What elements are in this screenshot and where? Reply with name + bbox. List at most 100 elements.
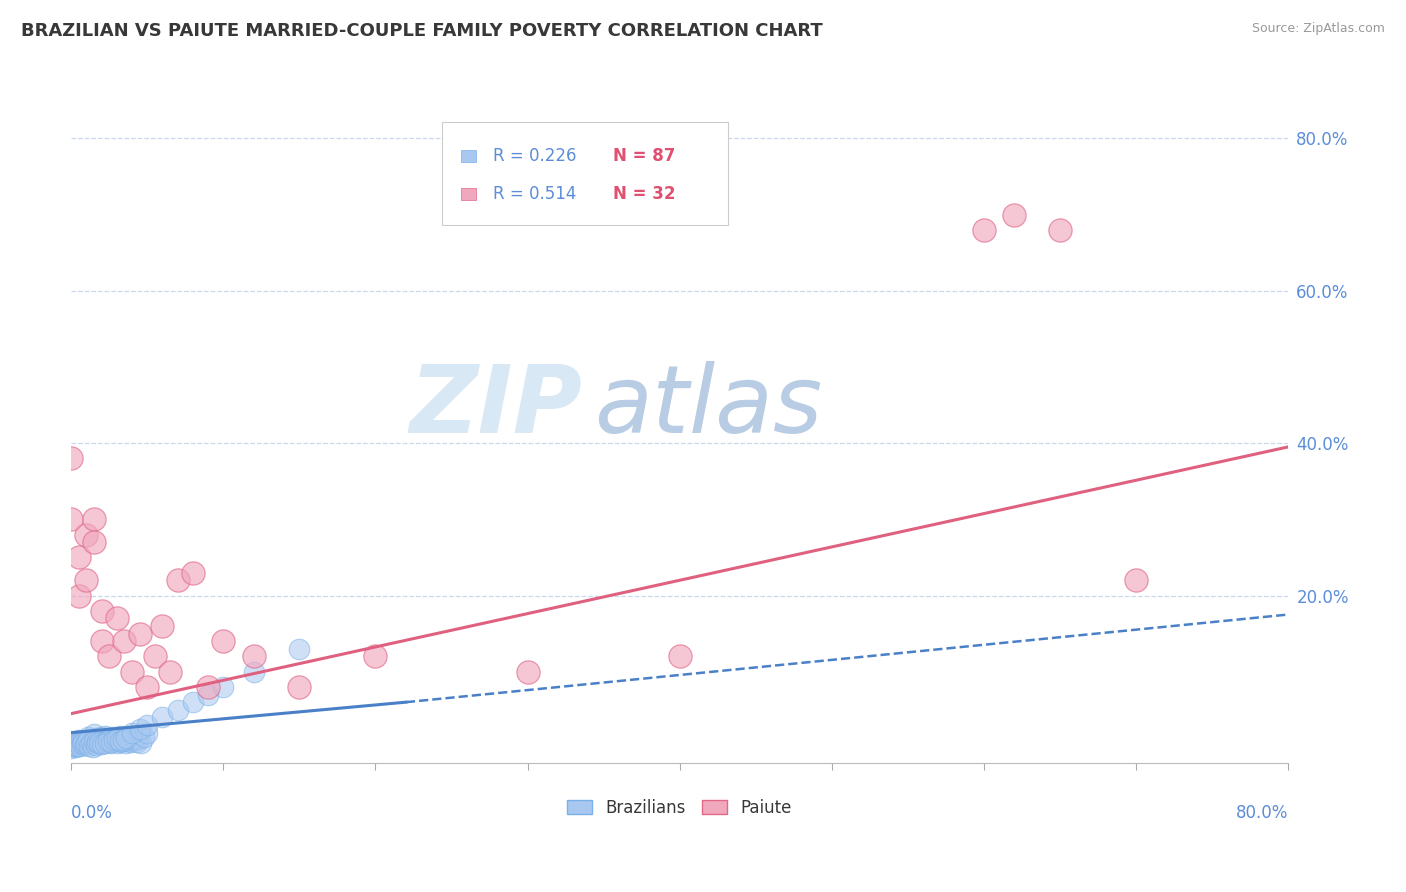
Point <box>73 736 96 750</box>
Point <box>125 735 148 749</box>
Point <box>93 735 115 749</box>
Point <box>72 734 94 748</box>
Point <box>181 695 204 709</box>
Point <box>197 688 219 702</box>
Point <box>60 512 83 526</box>
Point <box>122 733 145 747</box>
Point <box>67 550 90 565</box>
Point <box>152 619 174 633</box>
Point <box>121 665 143 679</box>
Text: Source: ZipAtlas.com: Source: ZipAtlas.com <box>1251 22 1385 36</box>
Point <box>67 735 90 749</box>
FancyBboxPatch shape <box>443 122 728 225</box>
Point <box>212 634 235 648</box>
Point <box>83 727 105 741</box>
Point <box>128 722 150 736</box>
Text: 0.0%: 0.0% <box>72 805 112 822</box>
Point <box>75 527 97 541</box>
Point <box>60 451 83 466</box>
Point <box>242 665 264 679</box>
Point <box>197 680 219 694</box>
Point <box>65 740 87 755</box>
Point <box>83 512 105 526</box>
Point <box>89 732 111 747</box>
Point <box>105 731 128 746</box>
Point <box>90 604 112 618</box>
Point <box>87 736 110 750</box>
Point <box>110 735 132 749</box>
Point <box>70 735 93 749</box>
Point <box>100 735 122 749</box>
Point <box>121 730 143 744</box>
Point <box>152 710 174 724</box>
FancyBboxPatch shape <box>461 150 475 162</box>
Point <box>66 735 89 749</box>
Point <box>120 735 142 749</box>
Point <box>105 731 128 745</box>
Point <box>86 735 108 749</box>
Point <box>75 733 97 747</box>
Point <box>1002 208 1025 222</box>
Point <box>364 649 387 664</box>
Point <box>67 733 90 747</box>
Point <box>90 737 112 751</box>
Point <box>97 731 120 746</box>
Point <box>69 737 91 751</box>
Point <box>136 725 159 739</box>
Point <box>181 566 204 580</box>
Point <box>107 736 129 750</box>
Text: N = 87: N = 87 <box>613 147 675 165</box>
Point <box>118 732 141 747</box>
Text: R = 0.226: R = 0.226 <box>494 147 576 165</box>
Point <box>101 730 124 744</box>
Point <box>143 649 166 664</box>
Point <box>91 736 114 750</box>
Point <box>87 734 110 748</box>
Point <box>62 739 84 754</box>
Point <box>111 732 134 747</box>
Point <box>136 718 159 732</box>
Point <box>159 665 181 679</box>
Point <box>80 731 103 746</box>
Point <box>63 738 86 752</box>
Point <box>100 735 122 749</box>
Point <box>115 731 138 745</box>
Text: R = 0.514: R = 0.514 <box>494 185 576 203</box>
Point <box>128 727 150 741</box>
Point <box>114 731 136 746</box>
Point <box>136 680 159 694</box>
Point <box>134 730 156 744</box>
Text: ZIP: ZIP <box>409 360 582 452</box>
Point <box>84 735 107 749</box>
Text: BRAZILIAN VS PAIUTE MARRIED-COUPLE FAMILY POVERTY CORRELATION CHART: BRAZILIAN VS PAIUTE MARRIED-COUPLE FAMIL… <box>21 22 823 40</box>
Point <box>127 731 149 746</box>
Point <box>121 725 143 739</box>
Point <box>973 223 995 237</box>
Point <box>65 738 87 752</box>
Point <box>70 737 93 751</box>
Point <box>115 735 138 749</box>
Point <box>97 734 120 748</box>
Point <box>75 736 97 750</box>
Text: N = 32: N = 32 <box>613 185 675 203</box>
Point <box>242 649 264 664</box>
FancyBboxPatch shape <box>461 188 475 200</box>
Point <box>82 737 104 751</box>
Point <box>73 738 96 752</box>
Point <box>79 735 101 749</box>
Point <box>117 734 139 748</box>
Point <box>77 730 100 744</box>
Point <box>288 680 311 694</box>
Point <box>93 729 115 743</box>
Point <box>60 740 83 755</box>
Point <box>63 736 86 750</box>
Point <box>72 735 94 749</box>
Point <box>83 734 105 748</box>
Point <box>516 665 538 679</box>
Point <box>108 734 131 748</box>
Point <box>1049 223 1071 237</box>
Point <box>75 574 97 588</box>
Point <box>69 739 91 754</box>
Point <box>96 735 118 749</box>
Legend: Brazilians, Paiute: Brazilians, Paiute <box>561 792 799 823</box>
